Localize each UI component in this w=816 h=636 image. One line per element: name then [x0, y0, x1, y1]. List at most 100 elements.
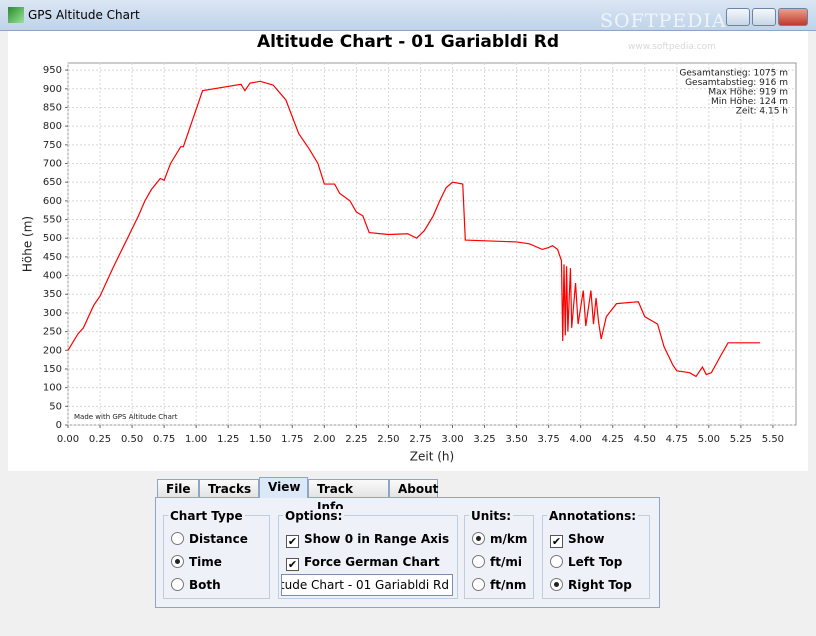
y-tick-label: 600	[43, 196, 62, 207]
option-label: Both	[189, 578, 221, 592]
close-button[interactable]	[778, 8, 808, 26]
x-tick-label: 0.50	[121, 434, 143, 445]
tab[interactable]: Tracks	[199, 479, 259, 497]
annotation: Zeit: 4.15 h	[736, 107, 788, 117]
option-label: ft/mi	[490, 555, 522, 569]
y-tick-label: 500	[43, 233, 62, 244]
radio-button[interactable]	[472, 578, 485, 591]
option-label: Show	[568, 532, 605, 546]
y-tick-label: 150	[43, 364, 62, 375]
radio-button[interactable]	[472, 532, 485, 545]
radio-option[interactable]: ft/nm	[472, 577, 526, 593]
y-tick-label: 550	[43, 215, 62, 226]
x-tick-label: 2.75	[409, 434, 431, 445]
y-tick-label: 700	[43, 158, 62, 169]
radio-option[interactable]: Left Top	[550, 554, 622, 570]
option-label: Force German Chart	[304, 555, 440, 569]
y-tick-label: 250	[43, 327, 62, 338]
option-label: m/km	[490, 532, 528, 546]
option-label: Time	[189, 555, 222, 569]
tab[interactable]: Track Info	[308, 479, 389, 514]
x-tick-label: 1.50	[249, 434, 271, 445]
group-title: Chart Type	[168, 509, 245, 523]
x-tick-label: 1.25	[217, 434, 239, 445]
radio-button[interactable]	[171, 532, 184, 545]
y-tick-label: 850	[43, 102, 62, 113]
y-tick-label: 650	[43, 177, 62, 188]
x-tick-label: 0.00	[57, 434, 79, 445]
option-label: Distance	[189, 532, 248, 546]
field-text: Altitude Chart - 01 Gariabldi Rd	[281, 578, 449, 592]
radio-button[interactable]	[472, 555, 485, 568]
tab[interactable]: File	[157, 479, 199, 497]
option-label: Right Top	[568, 578, 632, 592]
x-tick-label: 5.50	[762, 434, 784, 445]
radio-button[interactable]	[550, 578, 563, 591]
y-axis-label: Höhe (m)	[21, 216, 35, 272]
group-title: Options:	[283, 509, 345, 523]
radio-button[interactable]	[550, 555, 563, 568]
tab[interactable]: About	[389, 479, 438, 497]
radio-option[interactable]: Both	[171, 577, 221, 593]
x-tick-label: 2.00	[313, 434, 335, 445]
x-tick-label: 3.50	[505, 434, 527, 445]
x-tick-label: 4.00	[570, 434, 592, 445]
tab[interactable]: View	[259, 477, 308, 498]
checkbox[interactable]: ✔	[286, 558, 299, 571]
checkbox-option[interactable]: ✔ Force German Chart	[286, 554, 440, 571]
y-tick-label: 50	[49, 401, 62, 412]
annotation: Max Höhe: 919 m	[708, 88, 788, 98]
x-tick-label: 0.75	[153, 434, 175, 445]
altitude-line	[67, 80, 761, 378]
credit: Made with GPS Altitude Chart	[74, 413, 178, 421]
annotation: Gesamtabstieg: 916 m	[685, 78, 788, 88]
x-tick-label: 3.00	[441, 434, 463, 445]
window-title: GPS Altitude Chart	[28, 8, 140, 22]
watermark: SOFTPEDIA	[600, 10, 727, 32]
y-tick-label: 350	[43, 289, 62, 300]
y-tick-label: 900	[43, 84, 62, 95]
watermark-url: www.softpedia.com	[628, 42, 716, 52]
title-bar: GPS Altitude Chart SOFTPEDIA	[0, 0, 816, 32]
y-tick-label: 300	[43, 308, 62, 319]
x-tick-label: 0.25	[89, 434, 111, 445]
radio-button[interactable]	[171, 555, 184, 568]
radio-option[interactable]: m/km	[472, 531, 527, 547]
checkbox[interactable]: ✔	[286, 535, 299, 548]
x-tick-label: 2.25	[345, 434, 367, 445]
x-tick-label: 1.00	[185, 434, 207, 445]
y-tick-label: 750	[43, 140, 62, 151]
option-label: Show 0 in Range Axis	[304, 532, 450, 546]
x-tick-label: 3.75	[538, 434, 560, 445]
checkbox-option[interactable]: ✔ Show 0 in Range Axis	[286, 531, 450, 548]
maximize-button[interactable]	[752, 8, 776, 26]
group-title: Units:	[469, 509, 514, 523]
y-tick-label: 400	[43, 271, 62, 282]
y-tick-label: 100	[43, 383, 62, 394]
option-label: ft/nm	[490, 578, 527, 592]
title-field[interactable]: Altitude Chart - 01 Gariabldi Rd	[281, 574, 453, 596]
minimize-button[interactable]	[726, 8, 750, 26]
group-title: Annotations:	[547, 509, 639, 523]
radio-option[interactable]: ft/mi	[472, 554, 522, 570]
checkbox[interactable]: ✔	[550, 535, 563, 548]
y-tick-label: 0	[56, 420, 62, 431]
chart-title: Altitude Chart - 01 Gariabldi Rd	[257, 32, 559, 52]
radio-option[interactable]: Time	[171, 554, 222, 570]
option-label: Left Top	[568, 555, 623, 569]
radio-option[interactable]: Right Top	[550, 577, 632, 593]
checkbox-option[interactable]: ✔ Show	[550, 531, 605, 548]
radio-option[interactable]: Distance	[171, 531, 248, 547]
plot-area	[67, 62, 797, 426]
group-box	[278, 515, 458, 599]
y-tick-label: 950	[43, 65, 62, 76]
x-tick-label: 5.25	[730, 434, 752, 445]
x-tick-label: 4.25	[602, 434, 624, 445]
y-tick-label: 450	[43, 252, 62, 263]
radio-button[interactable]	[171, 578, 184, 591]
chart: Altitude Chart - 01 Gariabldi Rd 0 50 100 15…	[21, 32, 797, 464]
x-tick-label: 5.00	[698, 434, 720, 445]
x-tick-label: 3.25	[473, 434, 495, 445]
x-tick-label: 1.75	[281, 434, 303, 445]
